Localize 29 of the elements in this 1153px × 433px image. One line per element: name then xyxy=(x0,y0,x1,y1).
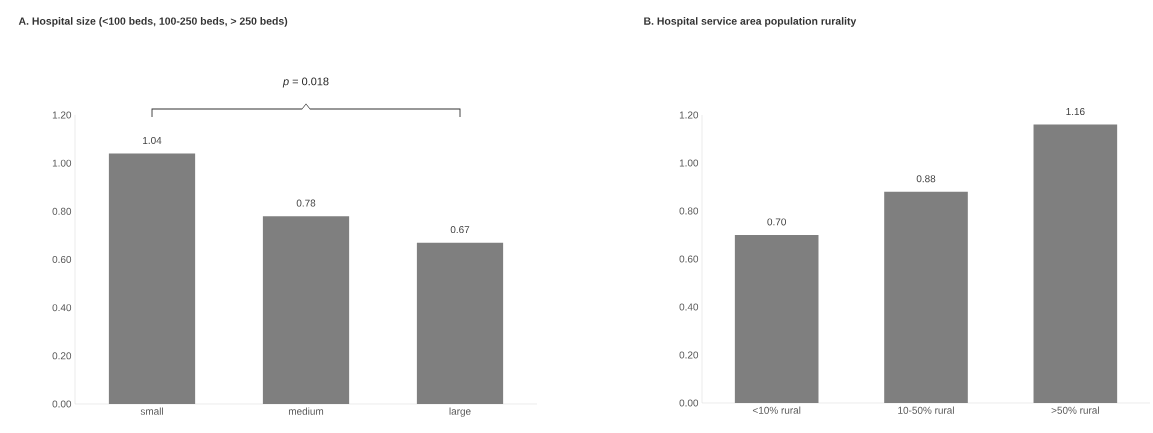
y-tick-label: 0.60 xyxy=(52,255,72,264)
chart-title: A. Hospital size (<100 beds, 100-250 beds, > 250 beds) xyxy=(18,17,288,27)
x-tick-label: 10-50% rural xyxy=(898,406,954,414)
data-label: 1.04 xyxy=(143,136,162,144)
data-label: 0.78 xyxy=(296,199,316,207)
data-label: 0.70 xyxy=(767,218,786,226)
x-tick-label: >50% rural xyxy=(1051,406,1099,414)
x-tick-label: small xyxy=(140,407,163,415)
y-tick-label: 1.20 xyxy=(679,111,699,119)
data-label: 0.88 xyxy=(916,175,936,183)
x-tick-label: <10% rural xyxy=(752,406,801,414)
y-tick-label: 1.00 xyxy=(52,159,72,167)
x-tick-label: large xyxy=(449,407,471,417)
y-tick-label: 0.00 xyxy=(52,400,72,408)
y-tick-label: 0.40 xyxy=(679,303,699,311)
text: p = 0.018 xyxy=(282,77,329,88)
y-tick-label: 0.00 xyxy=(679,399,699,407)
y-tick-label: 0.40 xyxy=(52,304,72,312)
y-tick-label: 0.60 xyxy=(679,255,699,263)
y-tick-label: 0.80 xyxy=(52,207,72,215)
y-tick-label: 0.20 xyxy=(679,351,699,359)
y-tick-label: 1.20 xyxy=(52,111,72,119)
chart-title: B. Hospital service area population rurality xyxy=(644,17,857,27)
data-label: 1.16 xyxy=(1066,108,1085,116)
data-label: 0.67 xyxy=(450,226,470,234)
y-tick-label: 1.00 xyxy=(679,159,699,167)
y-tick-label: 0.20 xyxy=(52,352,72,360)
y-tick-label: 0.80 xyxy=(679,207,699,215)
x-tick-label: medium xyxy=(288,407,324,415)
